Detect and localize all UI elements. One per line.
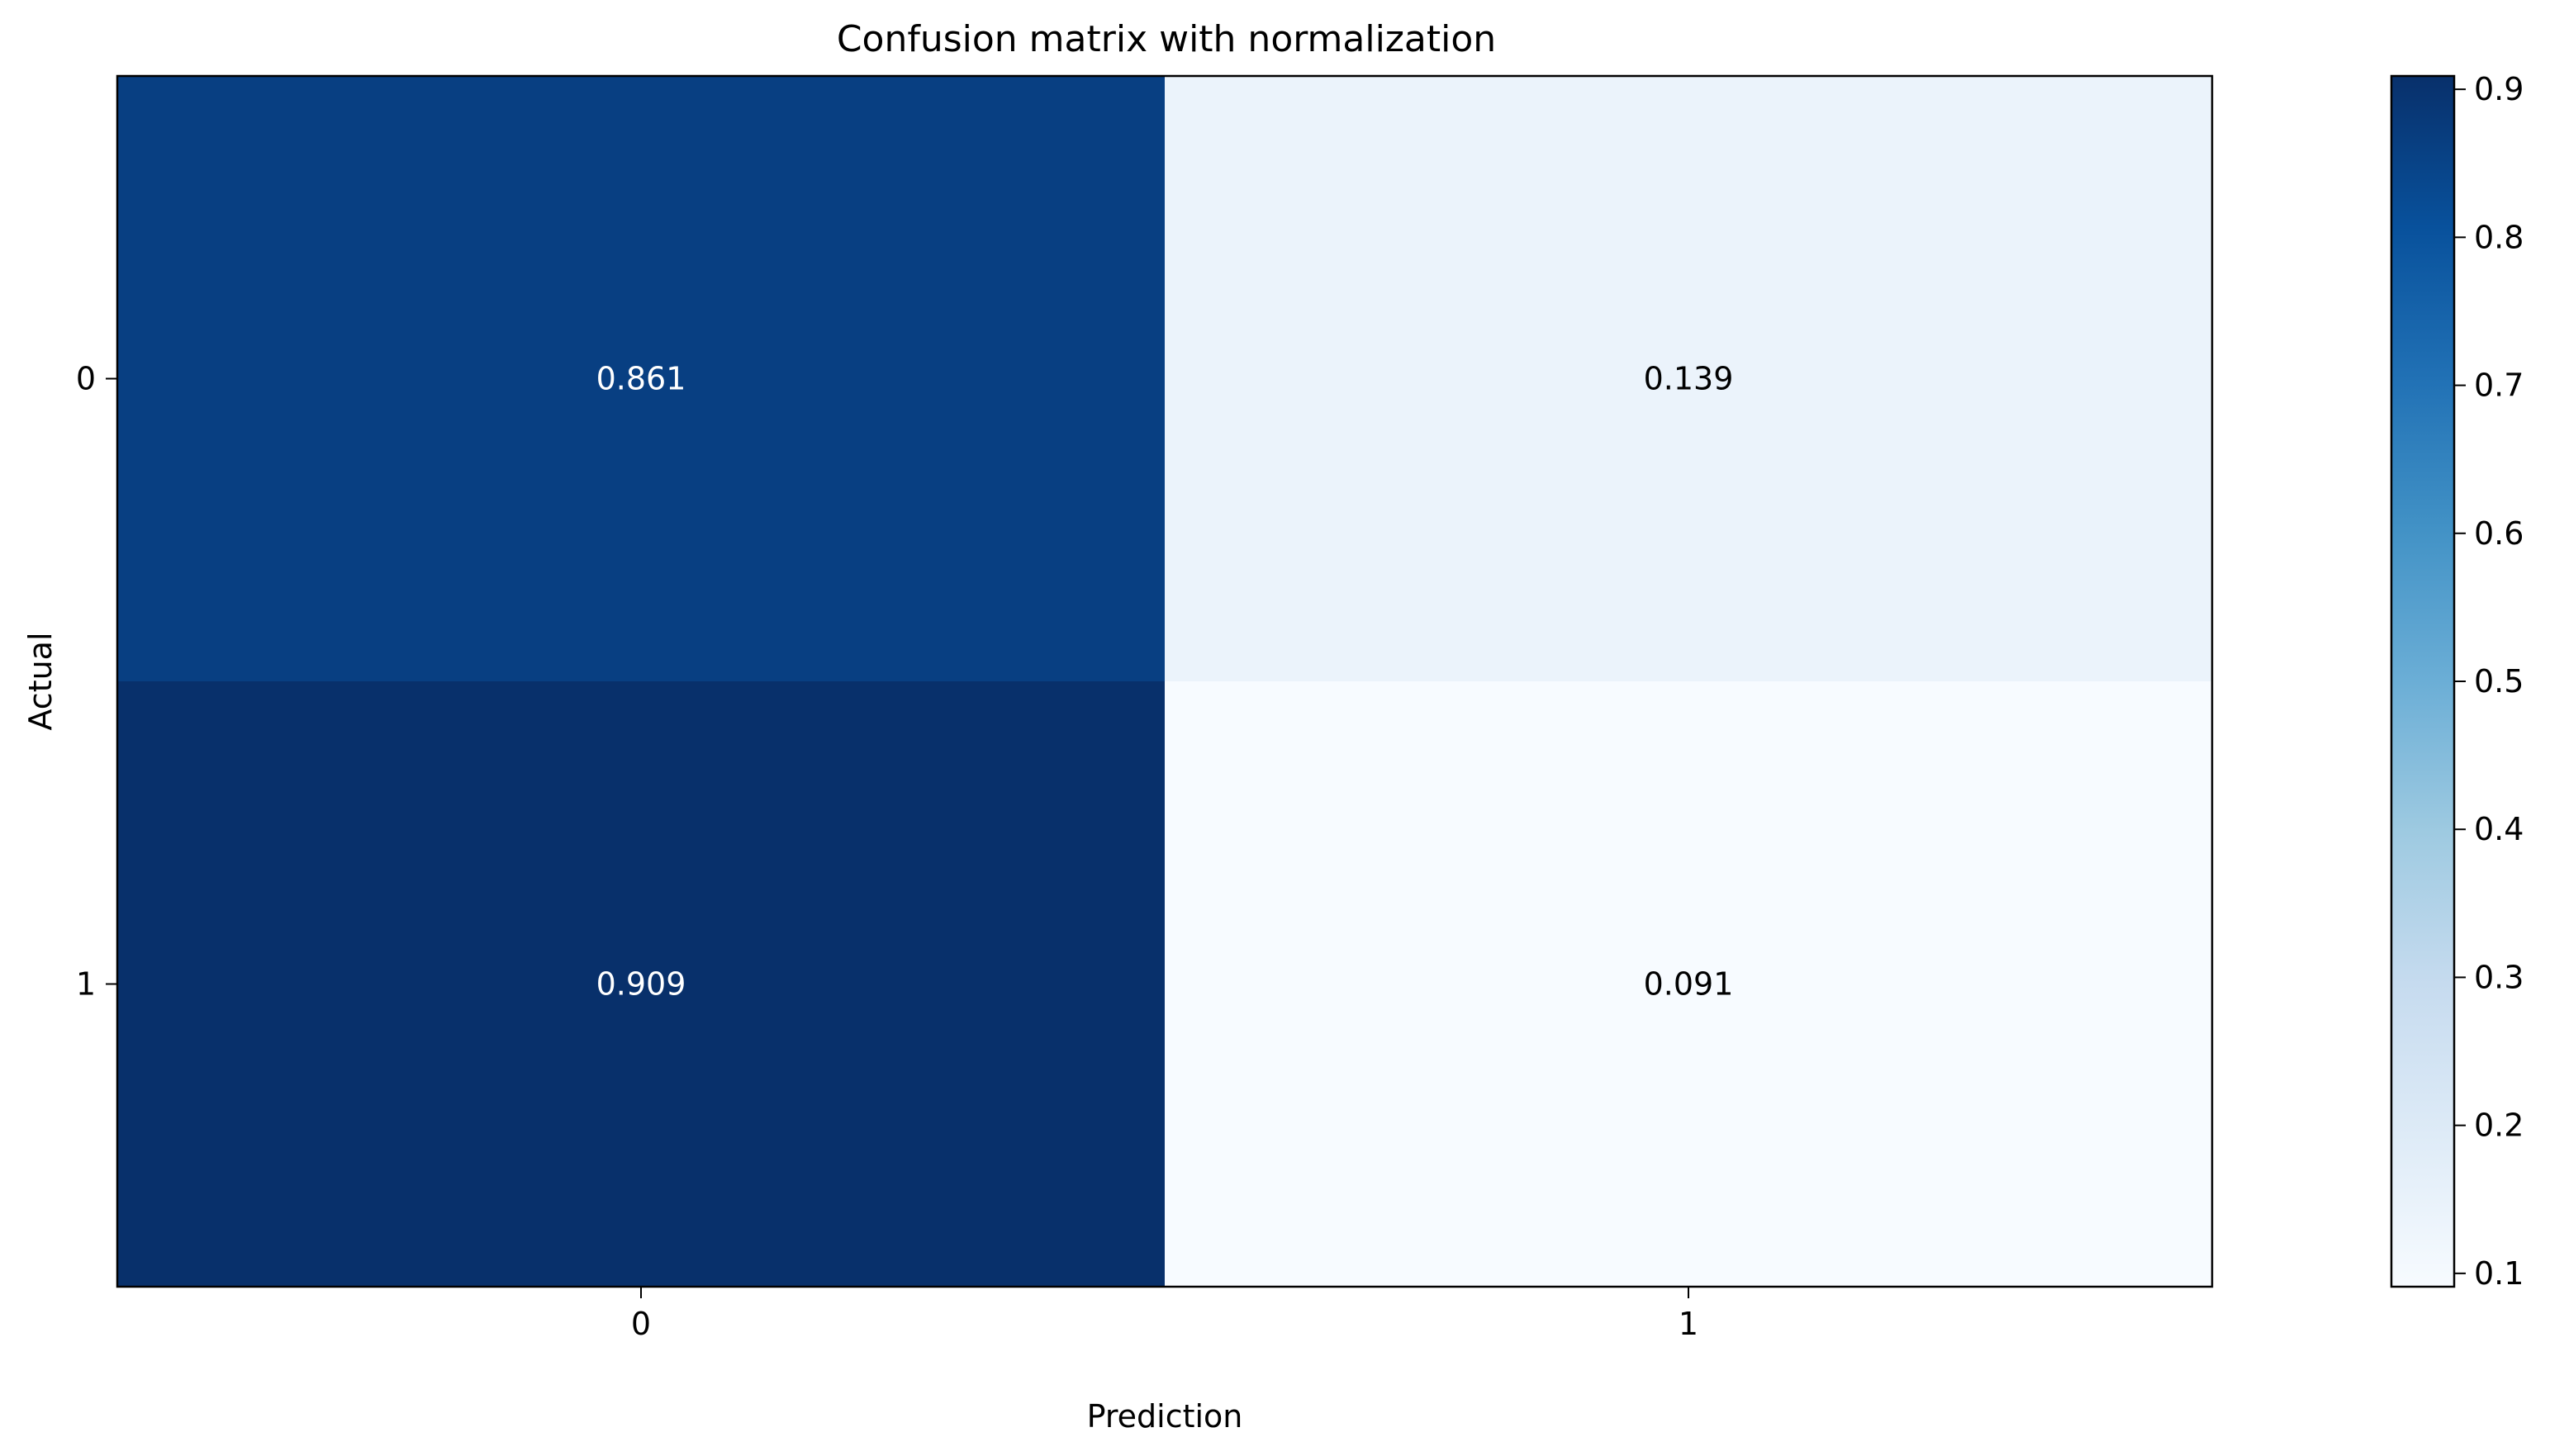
cell-value-label: 0.091 <box>1644 966 1734 1003</box>
cell-value-label: 0.909 <box>596 966 686 1003</box>
heatmap-cell <box>1165 76 2213 682</box>
colorbar-tick-label: 0.8 <box>2474 219 2524 255</box>
cell-value-label: 0.861 <box>596 361 686 397</box>
y-axis-ticks: 01 <box>76 361 117 1003</box>
x-tick-label: 1 <box>1679 1306 1698 1342</box>
x-tick-label: 0 <box>631 1306 651 1342</box>
heatmap-cell <box>117 681 1166 1288</box>
y-tick-label: 1 <box>76 966 96 1003</box>
colorbar-ticks: 0.1 0.2 0.3 0.4 0.5 0.6 0.7 0.8 0.9 <box>2454 71 2524 1292</box>
cell-value-label: 0.139 <box>1644 361 1734 397</box>
heatmap-cells <box>117 76 2213 1288</box>
y-axis-label: Actual <box>22 632 59 730</box>
colorbar-tick-label: 0.2 <box>2474 1107 2524 1144</box>
colorbar-tick-label: 0.7 <box>2474 368 2524 404</box>
heatmap-cell <box>117 76 1166 682</box>
colorbar-gradient <box>2391 76 2454 1287</box>
colorbar-tick-label: 0.9 <box>2474 71 2524 107</box>
heatmap-cell <box>1165 681 2213 1288</box>
colorbar-tick-label: 0.3 <box>2474 959 2524 995</box>
x-axis-label: Prediction <box>1087 1398 1243 1435</box>
colorbar-tick-label: 0.4 <box>2474 811 2524 847</box>
chart-title: Confusion matrix with normalization <box>837 18 1496 60</box>
plot-frame <box>116 74 2214 1288</box>
heatmap-cell-labels: 0.861 0.139 0.909 0.091 <box>596 361 1734 1003</box>
colorbar-tick-label: 0.5 <box>2474 663 2524 700</box>
colorbar-tick-label: 0.6 <box>2474 515 2524 552</box>
colorbar-tick-label: 0.1 <box>2474 1255 2524 1292</box>
y-tick-label: 0 <box>76 361 96 397</box>
